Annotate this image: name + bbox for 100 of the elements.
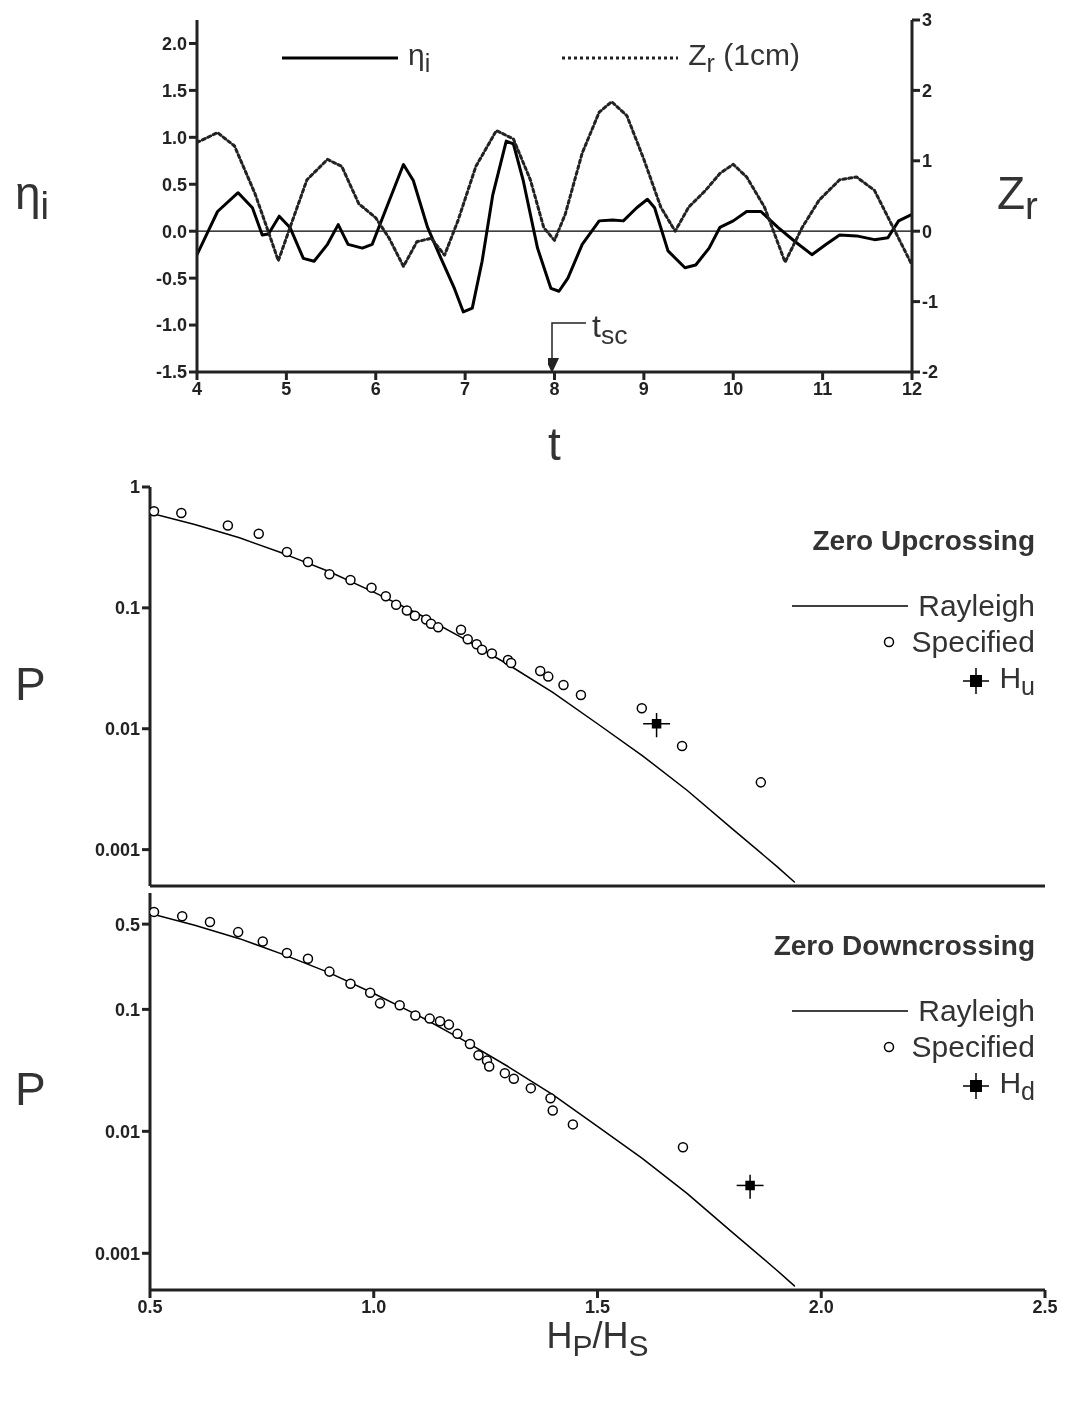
point [455,624,467,635]
y-tick-label: 1 [129,477,140,498]
legend-title: Zero Downcrossing [773,930,1035,962]
legend-label: H$_{d}$ [999,1066,1035,1106]
y-tick-label: 1.0 [161,127,187,148]
point [364,987,376,998]
line-series [197,139,912,314]
legend-label: Z$_{r}$ (1cm) [688,38,800,78]
point [443,1019,455,1030]
point [452,1028,463,1040]
point [257,936,269,947]
point [380,590,392,602]
point [176,911,188,922]
legend-title: Zero Upcrossing [812,525,1035,557]
x-tick-label: 2.5 [1032,1296,1058,1317]
point [651,718,662,729]
point [324,568,335,580]
x-tick-label: 2.0 [808,1296,834,1317]
y2-tick-label: 2 [922,80,933,101]
x-tick-label: 0.5 [137,1296,163,1317]
y2-tick-label: 3 [922,10,933,31]
point [222,520,234,531]
legend-label: Rayleigh [918,589,1035,623]
x-tick-label: 5 [281,378,292,399]
point [424,1013,435,1024]
legend-label: Specified [911,1030,1035,1064]
x-tick-label: 9 [638,378,649,399]
y-tick-label: 0.0 [161,221,187,242]
legend-label: H$_{u}$ [999,661,1035,701]
point [677,1142,689,1153]
point [745,1180,755,1191]
point [473,1050,484,1061]
y-tick-label: 0.1 [114,999,140,1020]
y-tick-label: 0.01 [104,719,140,740]
y2-tick-label: 1 [922,151,933,172]
point [558,679,569,691]
point [390,599,402,611]
legend-label: Specified [911,625,1035,659]
y-tick-label: 0.01 [104,1121,140,1142]
point [462,634,473,645]
point [150,506,160,517]
y2-tick-label: -2 [922,362,939,383]
point [547,1105,559,1116]
y-tick-label: -1.0 [155,315,187,336]
y-tick-label: 0.1 [114,598,140,619]
legend-label: η$_{i}$ [408,38,431,78]
y-tick-label: -1.5 [155,362,187,383]
point [543,671,554,682]
point [394,1000,405,1011]
point [755,777,767,788]
y-tick-label: 0.5 [114,914,140,935]
y2-axis-title: Z$_{r}$ [997,166,1038,229]
point [302,953,314,965]
x-tick-label: 6 [370,378,381,399]
x-tick-label: 4 [191,378,203,399]
point [499,1067,511,1079]
y-tick-label: 2.0 [161,33,187,54]
point [345,978,356,990]
y-tick-label: 0.001 [94,840,140,860]
y2-tick-label: 0 [922,221,933,242]
point [575,689,587,701]
annotation: t$_{sc}$ [592,308,628,352]
point [150,906,160,918]
y-tick-label: 0.001 [94,1243,140,1264]
y2-tick-label: -1 [922,291,939,312]
point [281,546,293,558]
y-axis-title: P [15,1061,46,1116]
point [545,1092,556,1104]
x-tick-label: 12 [901,378,923,399]
x-tick-label: 1.5 [584,1296,611,1317]
x-axis-title: H$_{P}$/H$_{S}$ [546,1315,649,1364]
point [204,916,216,928]
point [464,1038,476,1050]
point [281,947,293,959]
point [409,610,421,622]
point [636,702,648,714]
point [483,1061,495,1072]
point [366,582,377,593]
point [410,1010,421,1021]
x-tick-label: 11 [813,378,833,399]
x-tick-label: 8 [549,378,560,399]
point [567,1119,579,1130]
x-tick-label: 1.0 [361,1296,387,1317]
point [525,1082,537,1094]
y-axis-title: η$_{i}$ [15,166,50,229]
x-tick-label: 7 [460,378,471,399]
x-axis-title: t [548,417,561,471]
point [232,926,244,938]
point [534,665,546,677]
point [508,1073,520,1084]
y-axis-title: P [15,656,46,711]
point [432,622,444,633]
point [253,528,265,540]
point [302,556,314,568]
point [434,1015,446,1027]
point [401,605,413,616]
point [374,998,386,1009]
point [476,644,488,656]
y-tick-label: 0.5 [161,174,187,195]
point [676,740,688,752]
